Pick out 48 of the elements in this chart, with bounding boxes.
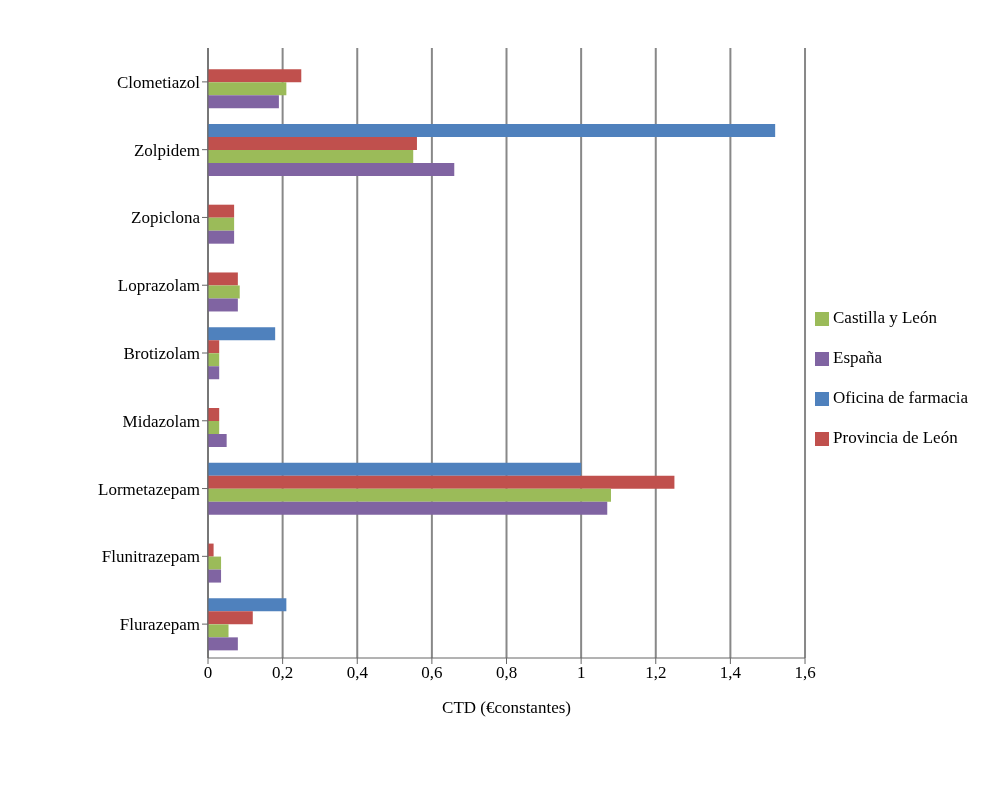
bar bbox=[208, 475, 675, 489]
bar bbox=[208, 95, 279, 109]
bar bbox=[208, 162, 455, 176]
x-tick-label: 0,6 bbox=[421, 663, 443, 683]
bar bbox=[208, 298, 238, 312]
bar bbox=[208, 230, 235, 244]
bar bbox=[208, 501, 608, 515]
x-tick-label: 0,8 bbox=[495, 663, 518, 683]
bar bbox=[208, 611, 253, 625]
bar bbox=[208, 434, 227, 448]
bar bbox=[208, 488, 611, 502]
y-tick-label: Zopiclona bbox=[131, 208, 201, 228]
bar bbox=[208, 69, 302, 83]
x-tick-label: 0,4 bbox=[346, 663, 369, 683]
x-tick-label: 0,2 bbox=[272, 663, 294, 683]
bar bbox=[208, 136, 417, 150]
y-tick-label: Midazolam bbox=[122, 411, 200, 431]
bar bbox=[208, 637, 238, 651]
bar bbox=[208, 285, 240, 299]
bar bbox=[208, 123, 776, 137]
y-tick-label: Lormetazepam bbox=[98, 479, 200, 499]
y-tick-label: Clometiazol bbox=[116, 72, 201, 92]
legend-label: Oficina de farmacia bbox=[833, 388, 968, 407]
bar bbox=[208, 204, 235, 218]
bar bbox=[208, 149, 414, 163]
bar bbox=[208, 598, 287, 612]
x-tick-label: 1,2 bbox=[645, 663, 667, 683]
bar bbox=[208, 569, 222, 583]
bar bbox=[208, 272, 238, 286]
bar bbox=[208, 462, 582, 476]
legend-label: Provincia de León bbox=[833, 428, 958, 447]
bar bbox=[208, 217, 235, 231]
legend-label: España bbox=[833, 348, 883, 367]
bar bbox=[208, 82, 287, 96]
x-tick-label: 1,4 bbox=[719, 663, 742, 683]
y-tick-label: Flunitrazepam bbox=[101, 547, 200, 567]
y-tick-label: Flurazepam bbox=[119, 615, 200, 635]
bar bbox=[208, 327, 276, 341]
y-tick-label: Brotizolam bbox=[123, 344, 200, 364]
legend-label: Castilla y León bbox=[833, 308, 937, 327]
bar bbox=[208, 624, 229, 638]
x-tick-label: 1 bbox=[576, 663, 586, 683]
bar bbox=[208, 556, 222, 570]
y-tick-label: Zolpidem bbox=[133, 140, 200, 160]
x-axis-title: CTD (€constantes) bbox=[442, 698, 571, 717]
y-tick-label: Loprazolam bbox=[117, 276, 200, 296]
x-tick-label: 0 bbox=[203, 663, 213, 683]
x-tick-label: 1,6 bbox=[794, 663, 816, 683]
